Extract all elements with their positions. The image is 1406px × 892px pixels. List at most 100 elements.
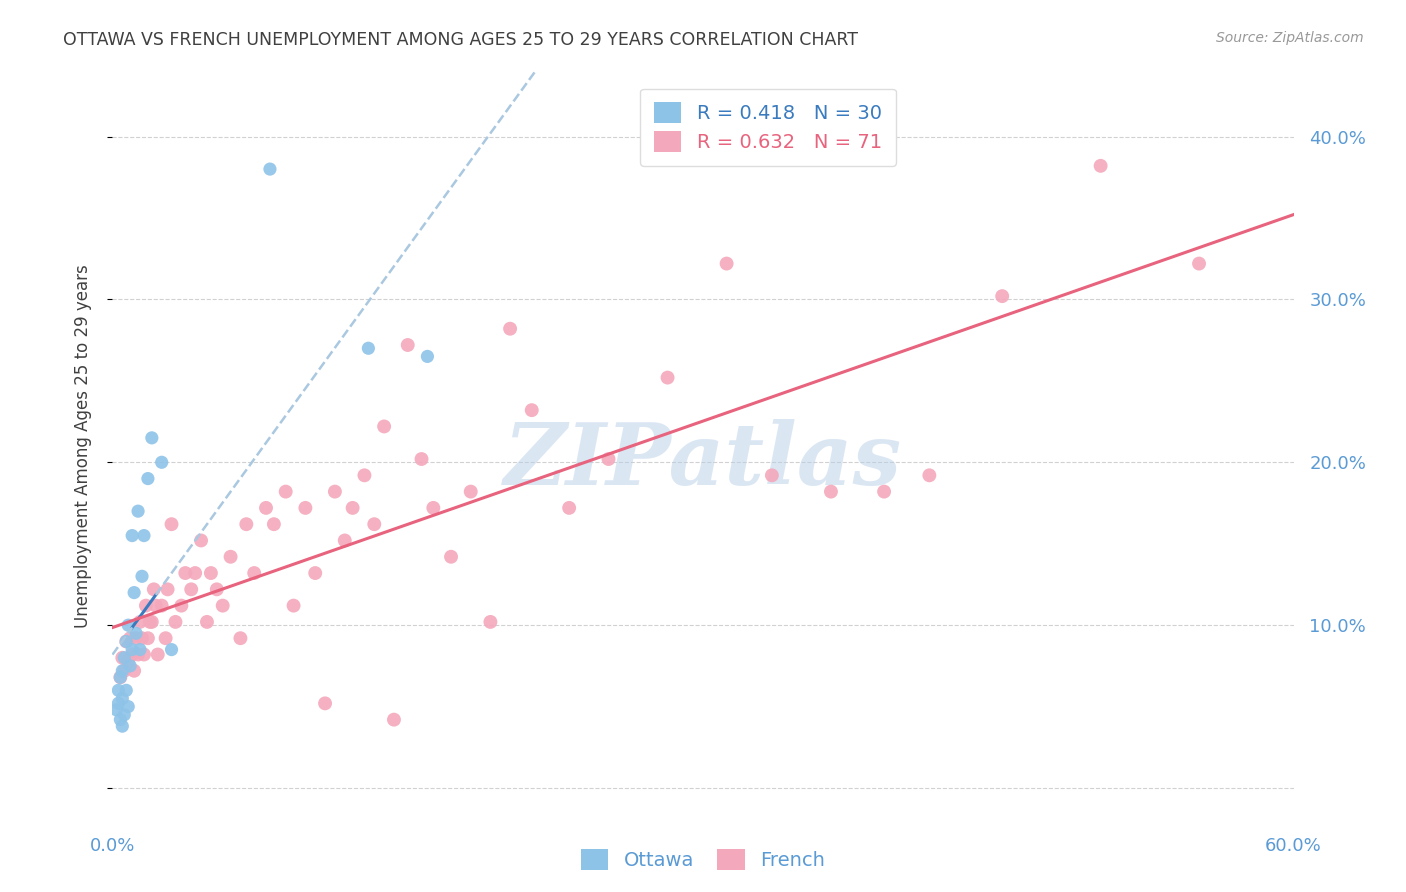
Point — [112, 650, 135, 665]
Point — [274, 484, 297, 499]
Point — [132, 648, 155, 662]
Point — [422, 500, 444, 515]
Point — [105, 703, 128, 717]
Point — [115, 683, 138, 698]
Point — [396, 338, 419, 352]
Point — [117, 654, 139, 668]
Point — [139, 615, 162, 629]
Point — [141, 615, 163, 629]
Text: ZIPatlas: ZIPatlas — [503, 419, 903, 503]
Point — [229, 631, 252, 645]
Point — [115, 634, 138, 648]
Point — [211, 599, 233, 613]
Point — [873, 484, 896, 499]
Point — [499, 322, 522, 336]
Point — [111, 664, 134, 678]
Point — [243, 566, 266, 580]
Point — [342, 500, 364, 515]
Point — [127, 648, 149, 662]
Point — [110, 670, 132, 684]
Point — [657, 370, 679, 384]
Point — [598, 452, 620, 467]
Point — [373, 419, 395, 434]
Point — [918, 468, 941, 483]
Point — [120, 659, 142, 673]
Point — [135, 599, 157, 613]
Point — [121, 642, 143, 657]
Point — [411, 452, 433, 467]
Point — [440, 549, 463, 564]
Point — [363, 517, 385, 532]
Point — [520, 403, 543, 417]
Point — [150, 455, 173, 469]
Point — [460, 484, 482, 499]
Point — [195, 615, 218, 629]
Point — [479, 615, 502, 629]
Point — [115, 634, 138, 648]
Point — [259, 162, 281, 177]
Point — [382, 713, 405, 727]
Point — [294, 500, 316, 515]
Point — [1188, 256, 1211, 270]
Text: OTTAWA VS FRENCH UNEMPLOYMENT AMONG AGES 25 TO 29 YEARS CORRELATION CHART: OTTAWA VS FRENCH UNEMPLOYMENT AMONG AGES… — [63, 31, 858, 49]
Point — [117, 618, 139, 632]
Point — [125, 626, 148, 640]
Legend: R = 0.418   N = 30, R = 0.632   N = 71: R = 0.418 N = 30, R = 0.632 N = 71 — [640, 88, 896, 166]
Point — [132, 528, 155, 542]
Point — [112, 707, 135, 722]
Point — [283, 599, 305, 613]
Point — [110, 670, 132, 684]
Point — [111, 650, 134, 665]
Point — [205, 582, 228, 597]
Point — [1090, 159, 1112, 173]
Point — [107, 697, 129, 711]
Point — [761, 468, 783, 483]
Point — [263, 517, 285, 532]
Point — [145, 599, 167, 613]
Point — [200, 566, 222, 580]
Point — [111, 719, 134, 733]
Point — [558, 500, 581, 515]
Point — [131, 631, 153, 645]
Point — [107, 683, 129, 698]
Point — [122, 664, 145, 678]
Point — [121, 528, 143, 542]
Point — [165, 615, 187, 629]
Point — [991, 289, 1014, 303]
Point — [254, 500, 277, 515]
Point — [150, 599, 173, 613]
Point — [111, 691, 134, 706]
Text: Source: ZipAtlas.com: Source: ZipAtlas.com — [1216, 31, 1364, 45]
Point — [156, 582, 179, 597]
Point — [129, 642, 152, 657]
Point — [357, 341, 380, 355]
Point — [416, 350, 439, 364]
Legend: Ottawa, French: Ottawa, French — [574, 841, 832, 878]
Point — [155, 631, 177, 645]
Point — [120, 631, 142, 645]
Point — [125, 631, 148, 645]
Point — [820, 484, 842, 499]
Point — [190, 533, 212, 548]
Y-axis label: Unemployment Among Ages 25 to 29 years: Unemployment Among Ages 25 to 29 years — [73, 264, 91, 628]
Point — [180, 582, 202, 597]
Point — [127, 504, 149, 518]
Point — [160, 517, 183, 532]
Point — [314, 697, 336, 711]
Point — [160, 642, 183, 657]
Point — [131, 569, 153, 583]
Point — [353, 468, 375, 483]
Point — [142, 582, 165, 597]
Point — [129, 615, 152, 629]
Point — [146, 648, 169, 662]
Point — [121, 648, 143, 662]
Point — [304, 566, 326, 580]
Point — [219, 549, 242, 564]
Point — [174, 566, 197, 580]
Point — [112, 664, 135, 678]
Point — [323, 484, 346, 499]
Point — [136, 631, 159, 645]
Point — [122, 585, 145, 599]
Point — [716, 256, 738, 270]
Point — [110, 713, 132, 727]
